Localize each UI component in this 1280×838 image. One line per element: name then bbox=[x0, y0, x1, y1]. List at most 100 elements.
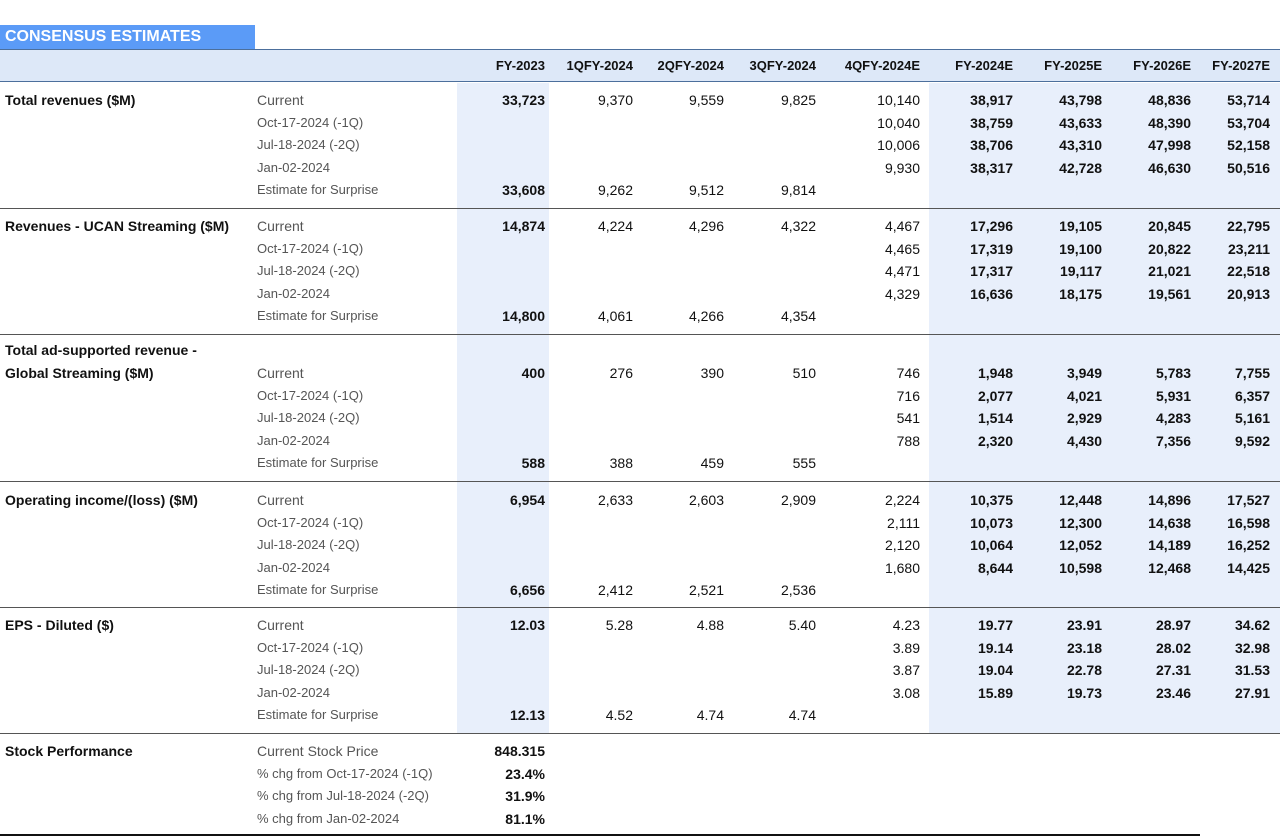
value-cell: 10,140 bbox=[877, 92, 920, 108]
value-cell: 43,798 bbox=[1059, 92, 1102, 108]
value-cell: 12.13 bbox=[509, 707, 545, 724]
section-divider bbox=[0, 208, 1280, 209]
value-cell: 14,425 bbox=[1227, 559, 1270, 576]
value-cell: 42,728 bbox=[1059, 159, 1102, 176]
value-cell: 6,656 bbox=[509, 582, 545, 599]
row-label: Estimate for Surprise bbox=[257, 182, 379, 198]
section-divider bbox=[0, 334, 1280, 335]
value-cell: 43,633 bbox=[1059, 114, 1102, 131]
value-cell: 276 bbox=[609, 365, 633, 381]
stock-row-label: Current Stock Price bbox=[257, 743, 379, 759]
row-label: Jul-18-2024 (-2Q) bbox=[257, 410, 360, 426]
column-header: FY-2027E bbox=[1212, 58, 1270, 73]
section-title: CONSENSUS ESTIMATES bbox=[0, 25, 255, 49]
value-cell: 2,633 bbox=[597, 492, 633, 508]
value-cell: 388 bbox=[609, 455, 633, 472]
value-cell: 10,064 bbox=[970, 537, 1013, 554]
value-cell: 23,211 bbox=[1227, 240, 1270, 257]
metric-label: Total ad-supported revenue - bbox=[5, 342, 197, 358]
metric-label: Revenues - UCAN Streaming ($M) bbox=[5, 218, 230, 234]
value-cell: 1,514 bbox=[977, 410, 1013, 427]
value-cell: 16,636 bbox=[970, 285, 1013, 302]
value-cell: 716 bbox=[896, 387, 920, 404]
value-cell: 8,644 bbox=[977, 559, 1013, 576]
value-cell: 588 bbox=[521, 455, 545, 472]
value-cell: 4,329 bbox=[884, 285, 920, 302]
value-cell: 23.91 bbox=[1066, 617, 1102, 633]
column-header: 2QFY-2024 bbox=[657, 58, 725, 73]
value-cell: 38,317 bbox=[970, 159, 1013, 176]
value-cell: 510 bbox=[792, 365, 816, 381]
value-cell: 4.23 bbox=[892, 617, 920, 633]
row-label: Estimate for Surprise bbox=[257, 707, 379, 723]
row-label: Estimate for Surprise bbox=[257, 308, 379, 324]
stock-row-value: 31.9% bbox=[505, 788, 545, 805]
row-label: Jul-18-2024 (-2Q) bbox=[257, 537, 360, 553]
value-cell: 5,161 bbox=[1234, 410, 1270, 427]
value-cell: 9,512 bbox=[688, 182, 724, 199]
highlight-column-fy2023 bbox=[457, 83, 549, 208]
value-cell: 400 bbox=[521, 365, 545, 381]
value-cell: 2,521 bbox=[688, 582, 724, 599]
row-label: Current bbox=[257, 365, 304, 381]
value-cell: 46,630 bbox=[1148, 159, 1191, 176]
value-cell: 19,117 bbox=[1059, 263, 1102, 280]
value-cell: 20,913 bbox=[1227, 285, 1270, 302]
value-cell: 4,430 bbox=[1066, 432, 1102, 449]
highlight-column-fy2023 bbox=[457, 335, 549, 481]
highlight-columns-annual-estimates bbox=[929, 335, 1280, 481]
value-cell: 3.08 bbox=[892, 684, 920, 701]
highlight-columns-annual-estimates bbox=[929, 482, 1280, 607]
metric-label: Total revenues ($M) bbox=[5, 92, 136, 108]
row-label: Jan-02-2024 bbox=[257, 432, 330, 448]
row-label: Oct-17-2024 (-1Q) bbox=[257, 387, 364, 403]
value-cell: 2,603 bbox=[688, 492, 724, 508]
metric-label: EPS - Diluted ($) bbox=[5, 617, 114, 633]
row-label: Oct-17-2024 (-1Q) bbox=[257, 514, 364, 530]
value-cell: 5,783 bbox=[1155, 365, 1191, 381]
column-header: FY-2024E bbox=[955, 58, 1013, 73]
row-label: Current bbox=[257, 218, 304, 234]
value-cell: 4,465 bbox=[884, 240, 920, 257]
value-cell: 15.89 bbox=[977, 684, 1013, 701]
value-cell: 19.04 bbox=[977, 662, 1013, 679]
value-cell: 27.31 bbox=[1155, 662, 1191, 679]
value-cell: 6,357 bbox=[1234, 387, 1270, 404]
value-cell: 9,814 bbox=[780, 182, 816, 199]
value-cell: 4.74 bbox=[696, 707, 724, 724]
row-label: Jul-18-2024 (-2Q) bbox=[257, 662, 360, 678]
value-cell: 21,021 bbox=[1148, 263, 1191, 280]
row-label: Jan-02-2024 bbox=[257, 684, 330, 700]
value-cell: 2,111 bbox=[887, 514, 920, 531]
value-cell: 2,120 bbox=[884, 537, 920, 554]
row-label: Estimate for Surprise bbox=[257, 582, 379, 598]
value-cell: 10,598 bbox=[1059, 559, 1102, 576]
row-label: Current bbox=[257, 492, 304, 508]
value-cell: 3.89 bbox=[892, 639, 920, 656]
value-cell: 4,266 bbox=[688, 308, 724, 325]
value-cell: 43,310 bbox=[1059, 137, 1102, 154]
value-cell: 28.97 bbox=[1155, 617, 1191, 633]
value-cell: 1,680 bbox=[884, 559, 920, 576]
value-cell: 7,755 bbox=[1234, 365, 1270, 381]
row-label: Current bbox=[257, 92, 304, 108]
stock-row-label: % chg from Oct-17-2024 (-1Q) bbox=[257, 765, 433, 781]
row-label: Jul-18-2024 (-2Q) bbox=[257, 263, 360, 279]
value-cell: 9,592 bbox=[1234, 432, 1270, 449]
highlight-columns-annual-estimates bbox=[929, 608, 1280, 733]
value-cell: 19,561 bbox=[1148, 285, 1191, 302]
row-label: Oct-17-2024 (-1Q) bbox=[257, 114, 364, 130]
value-cell: 31.53 bbox=[1234, 662, 1270, 679]
value-cell: 23.46 bbox=[1155, 684, 1191, 701]
value-cell: 2,412 bbox=[597, 582, 633, 599]
value-cell: 6,954 bbox=[509, 492, 545, 508]
metric-label: Global Streaming ($M) bbox=[5, 365, 154, 381]
value-cell: 38,917 bbox=[970, 92, 1013, 108]
value-cell: 2,077 bbox=[977, 387, 1013, 404]
table-bottom-border bbox=[0, 834, 1200, 836]
value-cell: 16,252 bbox=[1227, 537, 1270, 554]
value-cell: 38,759 bbox=[970, 114, 1013, 131]
section-divider bbox=[0, 607, 1280, 608]
value-cell: 4,471 bbox=[884, 263, 920, 280]
value-cell: 4,224 bbox=[597, 218, 633, 234]
